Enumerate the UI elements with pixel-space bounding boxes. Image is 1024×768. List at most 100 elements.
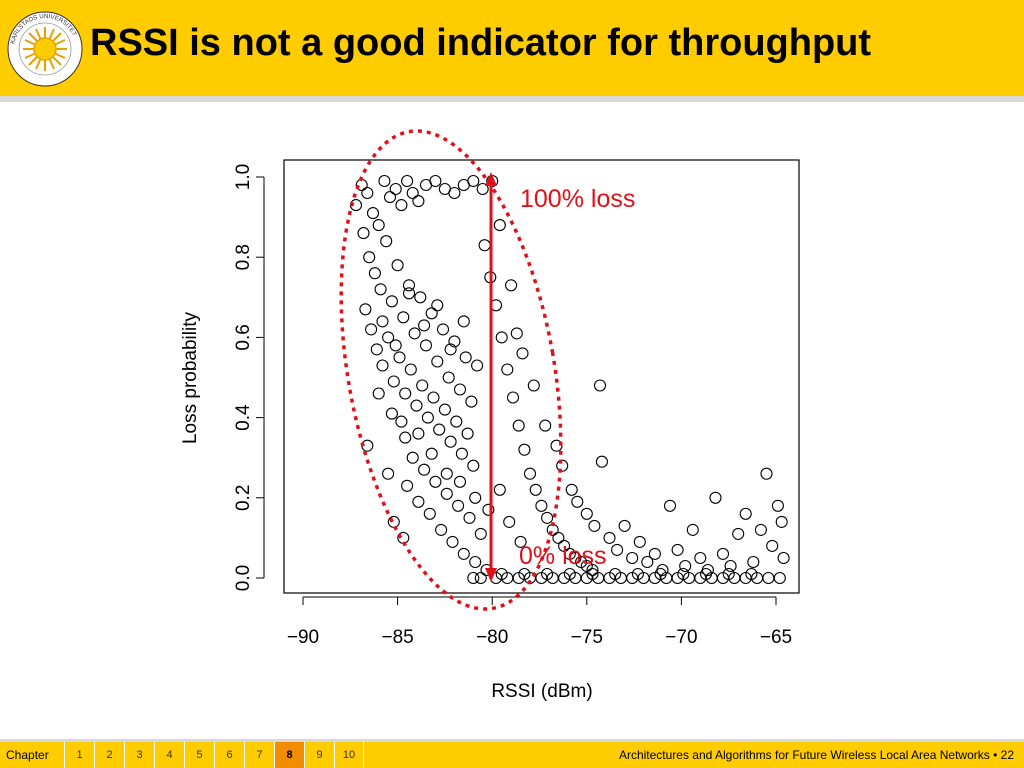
chapter-link-8[interactable]: 8 xyxy=(274,742,304,768)
data-point xyxy=(370,343,383,356)
data-point xyxy=(631,567,644,581)
data-point xyxy=(565,483,578,496)
data-point xyxy=(438,403,451,416)
header-divider xyxy=(0,96,1024,102)
data-point xyxy=(588,519,601,532)
chapter-link-10[interactable]: 10 xyxy=(334,742,364,768)
data-point xyxy=(455,447,468,460)
data-point xyxy=(510,327,523,340)
data-point xyxy=(512,419,525,432)
data-point xyxy=(467,174,480,188)
data-point xyxy=(516,347,529,360)
data-point xyxy=(529,483,542,496)
chapter-link-3[interactable]: 3 xyxy=(124,742,154,768)
chapter-link-9[interactable]: 9 xyxy=(304,742,334,768)
data-point xyxy=(376,315,389,328)
x-tick-label: −80 xyxy=(476,627,508,648)
data-point xyxy=(414,291,427,304)
data-point xyxy=(745,567,758,581)
data-point xyxy=(505,279,518,292)
chapter-link-6[interactable]: 6 xyxy=(214,742,244,768)
chapter-link-1[interactable]: 1 xyxy=(64,742,94,768)
data-point xyxy=(416,379,429,392)
data-point xyxy=(423,507,436,520)
highlight-ellipse xyxy=(339,129,563,611)
data-point xyxy=(406,451,419,464)
data-point xyxy=(431,299,444,312)
data-point xyxy=(495,567,508,581)
data-point xyxy=(440,487,453,500)
data-point xyxy=(418,319,431,332)
data-point xyxy=(663,499,677,512)
arrow-head-bottom xyxy=(485,568,497,582)
data-point xyxy=(518,567,531,581)
slide-title: RSSI is not a good indicator for through… xyxy=(90,22,872,64)
annotation-100-loss: 100% loss xyxy=(520,185,635,213)
data-point xyxy=(357,227,370,240)
data-point xyxy=(389,339,402,352)
data-point xyxy=(412,495,425,508)
data-point xyxy=(387,515,400,528)
chapter-link-2[interactable]: 2 xyxy=(94,742,124,768)
data-point xyxy=(609,567,622,581)
data-point xyxy=(402,287,416,300)
data-point xyxy=(633,535,646,548)
data-point xyxy=(677,567,690,581)
data-point xyxy=(374,283,387,296)
data-point xyxy=(425,307,438,320)
data-point xyxy=(754,523,767,536)
data-point xyxy=(654,567,667,581)
data-point xyxy=(393,351,406,364)
data-point xyxy=(401,479,414,492)
course-title: Architectures and Algorithms for Future … xyxy=(618,748,990,762)
data-point xyxy=(766,539,779,552)
arrow-head-top xyxy=(485,172,497,186)
data-point xyxy=(514,535,527,548)
data-point xyxy=(626,551,639,565)
data-point xyxy=(732,527,745,540)
data-point xyxy=(387,375,400,388)
data-point xyxy=(527,379,540,392)
data-point xyxy=(419,339,433,352)
x-tick-label: −90 xyxy=(287,627,319,648)
slide-header: KARLSTADS UNIVERSITET RSSI is not a good… xyxy=(0,0,1024,96)
data-point xyxy=(471,359,484,372)
data-point xyxy=(397,311,410,324)
chapter-link-4[interactable]: 4 xyxy=(154,742,184,768)
data-point xyxy=(404,363,417,376)
data-point xyxy=(435,523,448,536)
data-point xyxy=(777,551,790,565)
data-point xyxy=(724,559,737,573)
data-point xyxy=(412,195,425,208)
data-point xyxy=(501,363,514,376)
data-point xyxy=(378,174,391,188)
data-point xyxy=(679,559,692,573)
data-point xyxy=(550,439,563,452)
chapter-link-7[interactable]: 7 xyxy=(244,742,274,768)
data-point xyxy=(539,419,552,432)
chapter-nav: 1 2 3 4 5 6 7 8 9 10 xyxy=(64,742,364,768)
data-point xyxy=(452,499,465,512)
data-point xyxy=(453,475,467,488)
data-point xyxy=(716,547,730,560)
data-point xyxy=(446,535,459,548)
y-tick-label: 1.0 xyxy=(233,164,254,190)
data-point xyxy=(459,351,472,364)
data-point xyxy=(366,207,380,220)
data-point xyxy=(465,395,478,408)
data-point xyxy=(563,567,576,581)
slide-footer: Chapter 1 2 3 4 5 6 7 8 9 10 Architectures and Al… xyxy=(0,739,1024,768)
data-point xyxy=(595,455,608,468)
data-point xyxy=(448,335,461,348)
plot-frame xyxy=(283,159,800,594)
data-point xyxy=(747,555,760,569)
x-axis: −90 −85 −80 −75 −70 −65 xyxy=(287,596,792,648)
data-point xyxy=(382,467,395,480)
chapter-link-5[interactable]: 5 xyxy=(184,742,214,768)
data-point xyxy=(775,515,788,528)
chapter-label: Chapter xyxy=(6,748,49,762)
data-point xyxy=(361,186,374,200)
data-point xyxy=(433,423,446,436)
data-point xyxy=(467,459,480,472)
data-point xyxy=(648,547,661,560)
